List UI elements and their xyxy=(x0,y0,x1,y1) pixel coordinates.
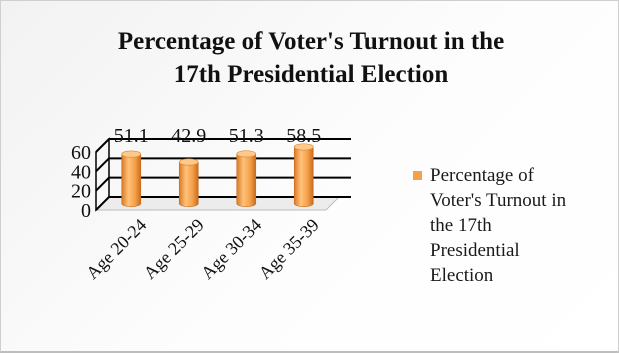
legend-label-line-3: the 17th xyxy=(430,215,492,236)
chart-title: Percentage of Voter's Turnout in the 17t… xyxy=(41,25,581,91)
x-tick-label-3: Age 35-39 xyxy=(255,215,323,283)
y-tick-label-0: 0 xyxy=(81,200,91,222)
bar-1 xyxy=(178,161,199,207)
legend-label-line-2: Voter's Turnout in xyxy=(430,190,567,211)
gridline-2 xyxy=(95,157,351,173)
legend-swatch xyxy=(413,171,422,180)
data-label-2: 51.3 xyxy=(229,125,264,147)
x-tick-label-2: Age 30-34 xyxy=(197,215,265,283)
legend-label-line-4: Presidential xyxy=(430,240,520,261)
x-tick-label-1: Age 25-29 xyxy=(140,215,208,283)
bar-top-1 xyxy=(178,158,199,166)
gridline-3 xyxy=(95,138,351,153)
gridline-1 xyxy=(95,176,351,192)
data-label-1: 42.9 xyxy=(171,125,206,147)
x-tick-label-0: Age 20-24 xyxy=(82,215,150,283)
y-tick-label-1: 20 xyxy=(71,181,91,203)
chart-title-line-2: 17th Presidential Election xyxy=(173,61,449,88)
chart-title-line-1: Percentage of Voter's Turnout in the xyxy=(117,28,505,55)
data-label-3: 58.5 xyxy=(286,125,321,147)
bar-top-3 xyxy=(293,143,314,151)
y-tick-label-3: 60 xyxy=(71,142,91,164)
legend-label: Percentage of Voter's Turnout in the 17t… xyxy=(430,163,580,288)
legend-label-line-1: Percentage of xyxy=(430,165,534,186)
bar-top-2 xyxy=(236,150,257,158)
gridline-0 xyxy=(95,196,351,211)
legend-label-line-5: Election xyxy=(430,265,494,286)
y-tick-label-2: 40 xyxy=(71,161,91,183)
bar-top-0 xyxy=(121,150,142,158)
bar-3 xyxy=(293,146,314,207)
bar-2 xyxy=(236,153,257,207)
bar-0 xyxy=(121,153,142,207)
data-label-0: 51.1 xyxy=(114,125,149,147)
